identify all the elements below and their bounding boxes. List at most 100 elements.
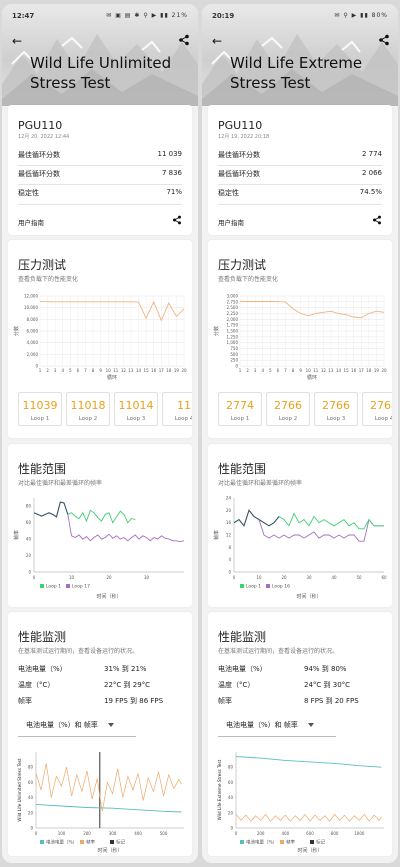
metric-dropdown[interactable]: 电池电量（%）和 帧率	[26, 720, 114, 730]
x-tick-label: 17	[159, 368, 165, 373]
stress-test-card: 压力测试 查看负载下的性能变化 0 250 500 750 1,000 1,250 1,50…	[208, 240, 392, 438]
x-tick-label: 0	[235, 831, 238, 836]
x-tick-label: 40	[331, 575, 337, 580]
y-tick-label: 80	[28, 765, 34, 770]
temperature-row: 温度（°C） 24°C 到 30°C	[218, 680, 388, 690]
y-tick-label: 60	[228, 780, 234, 785]
x-tick-label: 20	[181, 368, 187, 373]
x-tick-label: 30	[144, 575, 150, 580]
y-tick-label: 8	[228, 545, 231, 550]
x-tick-label: 200	[83, 831, 91, 836]
series-line-best-loop	[233, 509, 384, 530]
y-tick-label: 40	[26, 537, 32, 542]
y-tick-label: 2,500	[227, 305, 239, 310]
shared-intro-line	[233, 509, 280, 527]
performance-monitor-title: 性能监测	[18, 630, 67, 644]
legend-label: Loop 17	[72, 584, 90, 590]
x-axis-label: 循环	[307, 374, 317, 381]
arrow-left-icon[interactable]: ←	[212, 34, 223, 48]
loop-score: 11	[177, 399, 191, 412]
loop-card[interactable]: 11014 Loop 3	[114, 392, 158, 426]
loop-score-list[interactable]: 2774 Loop 1 2766 Loop 2 2766 Loop 3 2768 Loo…	[218, 392, 392, 428]
loop-card[interactable]: 2766 Loop 2	[266, 392, 310, 426]
y-tick-label: 0	[30, 826, 33, 831]
status-time: 12:47	[12, 12, 35, 20]
share-icon[interactable]	[378, 34, 390, 46]
y-tick-label: 0	[228, 570, 231, 575]
user-guide-link[interactable]: 用户指南	[18, 219, 44, 227]
y-tick-label: 500	[230, 352, 238, 357]
x-tick-label: 9	[99, 368, 102, 373]
x-tick-label: 4	[261, 368, 264, 373]
fps-label: 帧率	[18, 697, 32, 705]
performance-range-title: 性能范围	[18, 462, 67, 476]
fps-label: 帧率	[218, 697, 232, 705]
performance-monitor-card: 性能监测 在基准测试运行期间，查看设备运行的状况。 电池电量（%） 31% 到 2…	[8, 612, 192, 856]
loop-score: 11018	[70, 399, 106, 412]
y-tick-label: 0	[35, 364, 38, 369]
legend-label: Loop 1	[246, 584, 261, 590]
loop-card[interactable]: 11039 Loop 1	[18, 392, 62, 426]
low-loop-value: 7 836	[161, 169, 182, 177]
y-tick-label: 40	[228, 795, 234, 800]
loop-card[interactable]: 2766 Loop 3	[314, 392, 358, 426]
loop-card[interactable]: 2774 Loop 1	[218, 392, 262, 426]
battery-value: 94% 到 80%	[304, 665, 347, 673]
phone-screen-unlimited: 12:47 ✉ ▣ ▤ ✱ ⚲ ▶ ▮▮ 21% ← Wild Life Unl…	[2, 4, 198, 863]
best-loop-row: 最佳循环分数 11 039	[18, 150, 182, 160]
y-tick-label: 80	[228, 765, 234, 770]
performance-range-subtitle: 对比最佳循环和最差循环的帧率	[218, 480, 303, 487]
arrow-left-icon[interactable]: ←	[12, 34, 23, 48]
loop-score-list[interactable]: 11039 Loop 1 11018 Loop 2 11014 Loop 3 11 Lo…	[18, 392, 192, 428]
legend-label: 标记	[116, 839, 125, 846]
performance-range-card: 性能范围 对比最佳循环和最差循环的帧率 0 20 40 60 80 0 10 20 30 帧率 Lo…	[8, 444, 192, 607]
x-tick-label: 200	[257, 831, 265, 836]
share-icon[interactable]	[178, 34, 190, 46]
x-tick-label: 12	[321, 368, 327, 373]
series-line-worst-loop	[33, 501, 185, 543]
result-card: PGU110 12月 19, 2022 20:18 最佳循环分数 2 774 最…	[208, 105, 392, 235]
y-tick-label: 16	[226, 520, 232, 525]
user-guide-link[interactable]: 用户指南	[218, 219, 244, 227]
x-tick-label: 13	[328, 368, 334, 373]
fps-row: 帧率 8 FPS 到 20 FPS	[218, 696, 388, 706]
temperature-value: 22°C 到 29°C	[104, 681, 151, 689]
y-tick-label: 60	[28, 780, 34, 785]
loop-label: Loop 1	[230, 416, 250, 422]
performance-monitor-title: 性能监测	[218, 630, 267, 644]
stability-value: 71%	[166, 188, 182, 196]
loop-card[interactable]: 11018 Loop 2	[66, 392, 110, 426]
x-tick-label: 10	[256, 575, 262, 580]
x-tick-label: 10	[306, 368, 312, 373]
y-tick-label: 3,000	[227, 294, 239, 299]
x-tick-label: 16	[151, 368, 157, 373]
x-tick-label: 14	[336, 368, 342, 373]
y-tick-label: 60	[26, 520, 32, 525]
battery-value: 31% 到 21%	[104, 665, 147, 673]
share-icon[interactable]	[372, 215, 382, 225]
x-tick-label: 5	[69, 368, 72, 373]
x-tick-label: 12	[121, 368, 127, 373]
status-time: 20:19	[212, 12, 235, 20]
y-tick-label: 1,000	[227, 340, 239, 345]
y-axis-label: 帧率	[13, 530, 20, 540]
x-tick-label: 1000	[354, 831, 365, 836]
loop-label: Loop 4	[374, 416, 392, 422]
x-axis-label: 时间（秒）	[97, 847, 122, 854]
share-icon[interactable]	[172, 215, 182, 225]
stress-test-title: 压力测试	[18, 258, 67, 272]
y-tick-label: 2,750	[227, 299, 239, 304]
x-tick-label: 50	[356, 575, 362, 580]
fps-value: 8 FPS 到 20 FPS	[304, 697, 359, 705]
x-tick-label: 16	[351, 368, 357, 373]
legend-swatch	[266, 584, 270, 588]
performance-range-subtitle: 对比最佳循环和最差循环的帧率	[18, 480, 103, 487]
loop-card[interactable]: 2768 Loop 4	[362, 392, 392, 426]
loop-label: Loop 3	[126, 416, 146, 422]
metric-dropdown[interactable]: 电池电量（%）和 帧率	[226, 720, 314, 730]
legend-swatch	[240, 840, 244, 844]
phone-screen-extreme: 20:19 ✉ ⚲ ▶ ▮▮ 80% ← Wild Life Extreme S…	[202, 4, 398, 863]
battery-series-line	[35, 803, 182, 813]
loop-card[interactable]: 11 Loop 4	[162, 392, 192, 426]
low-loop-label: 最低循环分数	[18, 170, 60, 178]
